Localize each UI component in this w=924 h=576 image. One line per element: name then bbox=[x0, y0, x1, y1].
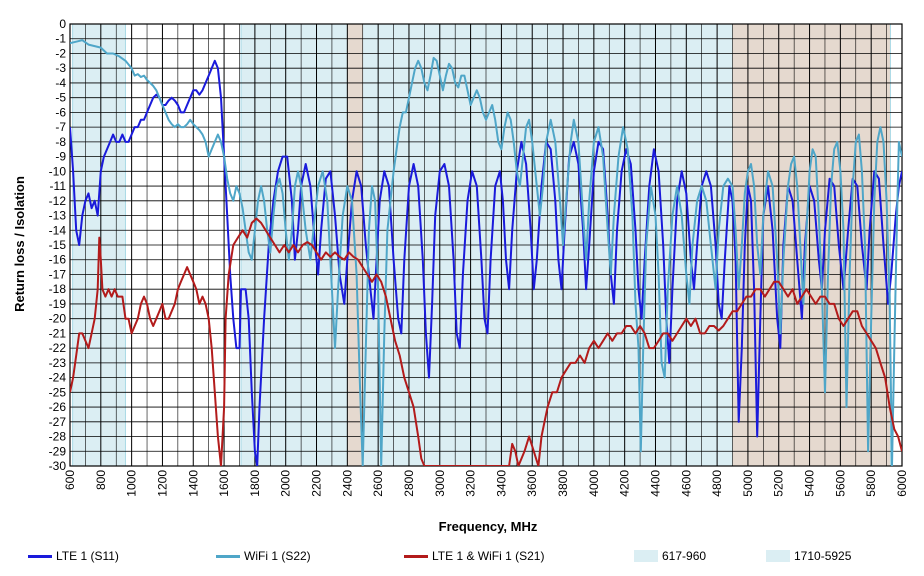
y-tick--3: -3 bbox=[55, 61, 66, 75]
x-tick-labels: 600 800 1000 1200 1400 1600 1800 2000 2200 2400 26… bbox=[63, 470, 909, 497]
x-tick-3200: 3200 bbox=[464, 470, 478, 497]
x-tick-5200: 5200 bbox=[772, 470, 786, 497]
x-tick-5000: 5000 bbox=[741, 470, 755, 497]
y-tick--2: -2 bbox=[55, 46, 66, 60]
legend-label-band-low: 617-960 bbox=[662, 549, 707, 563]
y-tick--21: -21 bbox=[49, 326, 67, 340]
x-tick-5600: 5600 bbox=[833, 470, 847, 497]
y-tick--19: -19 bbox=[49, 297, 67, 311]
legend-label-isolation: LTE 1 & WiFi 1 (S21) bbox=[432, 549, 545, 563]
legend-item-wifi: WiFi 1 (S22) bbox=[216, 548, 311, 564]
x-tick-2400: 2400 bbox=[340, 470, 354, 497]
y-tick--25: -25 bbox=[49, 385, 67, 399]
x-tick-2600: 2600 bbox=[371, 470, 385, 497]
y-tick--8: -8 bbox=[55, 135, 66, 149]
legend-swatch-band-high bbox=[766, 550, 790, 562]
series-line-1 bbox=[70, 39, 902, 466]
y-tick--23: -23 bbox=[49, 356, 67, 370]
y-tick--7: -7 bbox=[55, 120, 66, 134]
y-tick-labels: 0-1-2-3-4-5-6-7-8-9-10-11-12-13-14-15-16… bbox=[49, 17, 67, 473]
x-tick-800: 800 bbox=[94, 470, 108, 490]
x-axis-title: Frequency, MHz bbox=[439, 519, 538, 534]
y-tick-0: 0 bbox=[59, 17, 66, 31]
x-tick-5800: 5800 bbox=[864, 470, 878, 497]
x-tick-4200: 4200 bbox=[618, 470, 632, 497]
x-tick-3600: 3600 bbox=[525, 470, 539, 497]
x-tick-1600: 1600 bbox=[217, 470, 231, 497]
y-tick--1: -1 bbox=[55, 32, 66, 46]
y-tick--11: -11 bbox=[50, 179, 67, 193]
y-tick--24: -24 bbox=[49, 371, 67, 385]
legend-label-lte: LTE 1 (S11) bbox=[56, 549, 119, 563]
legend-item-lte: LTE 1 (S11) bbox=[28, 548, 119, 564]
y-tick--5: -5 bbox=[55, 91, 66, 105]
x-tick-4400: 4400 bbox=[648, 470, 662, 497]
x-tick-2800: 2800 bbox=[402, 470, 416, 497]
x-tick-2200: 2200 bbox=[310, 470, 324, 497]
y-tick--9: -9 bbox=[55, 150, 66, 164]
y-tick--13: -13 bbox=[49, 209, 67, 223]
y-tick--14: -14 bbox=[49, 223, 67, 237]
y-tick--16: -16 bbox=[49, 253, 67, 267]
y-tick--27: -27 bbox=[49, 415, 67, 429]
x-tick-1800: 1800 bbox=[248, 470, 262, 497]
legend-swatch-isolation bbox=[404, 554, 428, 558]
legend: LTE 1 (S11) WiFi 1 (S22) LTE 1 & WiFi 1 … bbox=[0, 540, 924, 570]
y-tick--6: -6 bbox=[55, 105, 66, 119]
legend-swatch-wifi bbox=[216, 554, 240, 558]
y-tick--12: -12 bbox=[49, 194, 67, 208]
y-tick--26: -26 bbox=[49, 400, 67, 414]
y-axis-title: Return loss / Isolation bbox=[12, 176, 27, 312]
x-tick-600: 600 bbox=[63, 470, 77, 490]
y-tick--30: -30 bbox=[49, 459, 67, 473]
x-tick-1200: 1200 bbox=[155, 470, 169, 497]
y-tick--22: -22 bbox=[49, 341, 67, 355]
legend-swatch-lte bbox=[28, 554, 52, 558]
y-tick--4: -4 bbox=[55, 76, 66, 90]
x-tick-4000: 4000 bbox=[587, 470, 601, 497]
x-tick-3800: 3800 bbox=[556, 470, 570, 497]
y-tick--17: -17 bbox=[49, 267, 67, 281]
x-tick-2000: 2000 bbox=[279, 470, 293, 497]
x-tick-3400: 3400 bbox=[494, 470, 508, 497]
y-tick--15: -15 bbox=[49, 238, 67, 252]
y-tick--18: -18 bbox=[49, 282, 67, 296]
y-tick--29: -29 bbox=[49, 444, 67, 458]
series-line-2 bbox=[70, 217, 902, 466]
legend-swatch-band-low bbox=[634, 550, 658, 562]
legend-item-band-high: 1710-5925 bbox=[766, 548, 851, 564]
x-tick-4600: 4600 bbox=[679, 470, 693, 497]
series-line-0 bbox=[70, 59, 902, 466]
x-tick-1000: 1000 bbox=[125, 470, 139, 497]
x-tick-6000: 6000 bbox=[895, 470, 909, 497]
x-tick-3000: 3000 bbox=[433, 470, 447, 497]
x-tick-5400: 5400 bbox=[803, 470, 817, 497]
legend-label-band-high: 1710-5925 bbox=[794, 549, 852, 563]
y-tick--10: -10 bbox=[49, 164, 67, 178]
legend-item-isolation: LTE 1 & WiFi 1 (S21) bbox=[404, 548, 544, 564]
y-tick--20: -20 bbox=[49, 312, 67, 326]
legend-label-wifi: WiFi 1 (S22) bbox=[244, 549, 311, 563]
y-tick--28: -28 bbox=[49, 430, 67, 444]
legend-item-band-low: 617-960 bbox=[634, 548, 706, 564]
x-tick-1400: 1400 bbox=[186, 470, 200, 497]
x-tick-4800: 4800 bbox=[710, 470, 724, 497]
series-lines bbox=[70, 39, 902, 466]
